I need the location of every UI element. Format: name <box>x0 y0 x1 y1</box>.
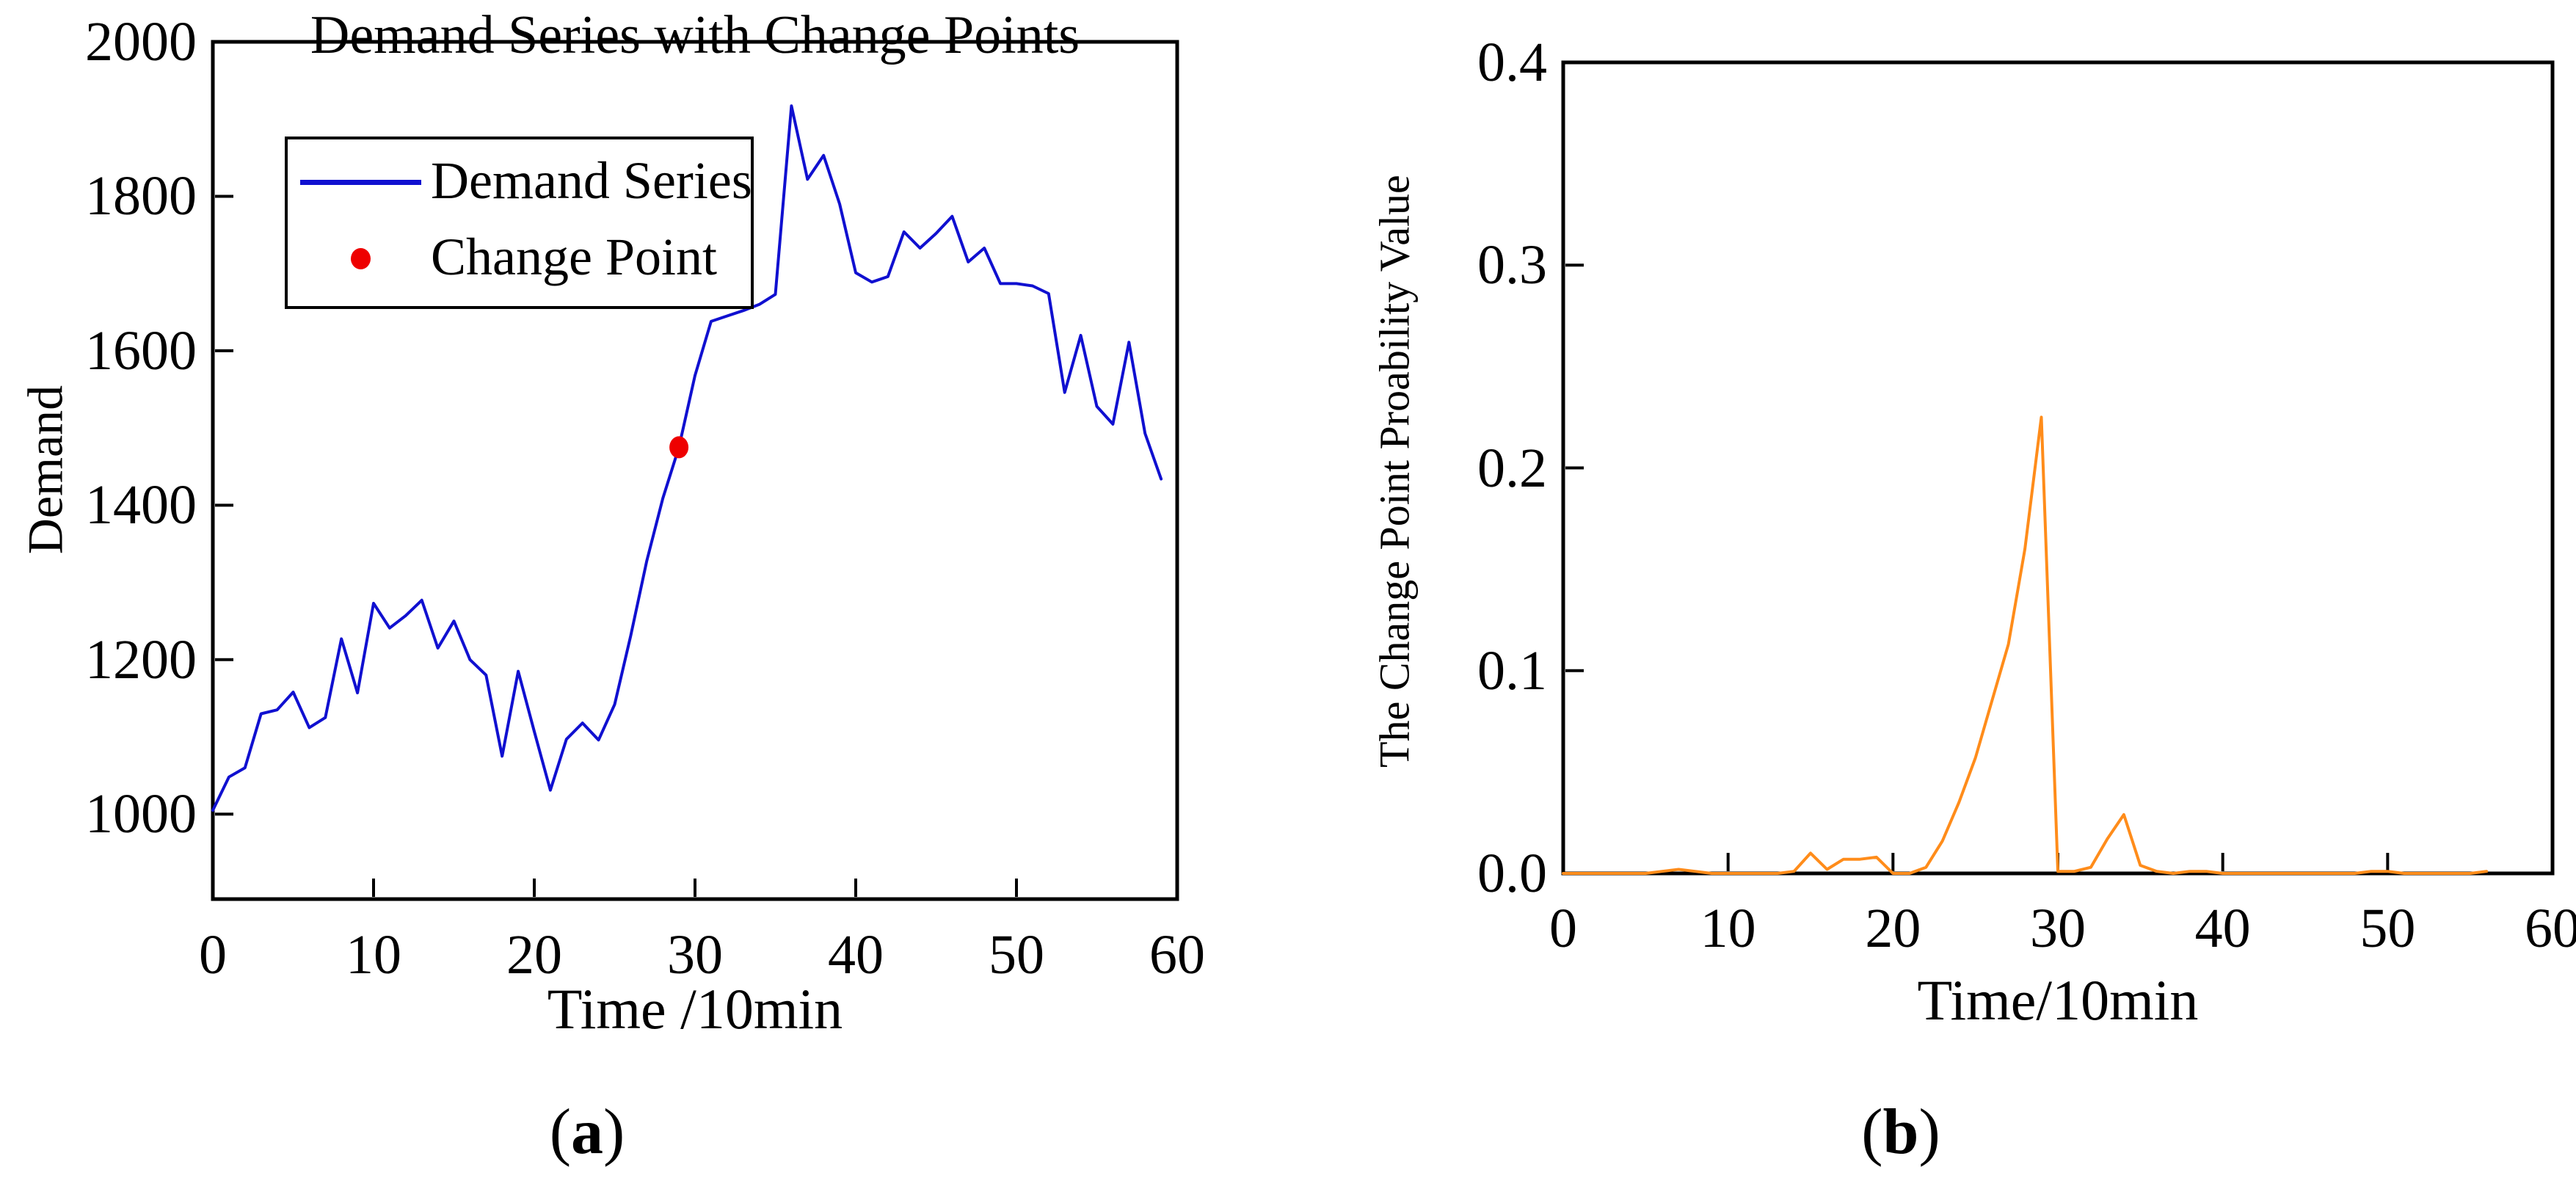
caption-a-letter: a <box>571 1097 603 1168</box>
probability-y-tick-label: 0.0 <box>1477 843 1547 904</box>
demand-x-tick-label: 50 <box>989 924 1044 986</box>
caption-a: (a) <box>550 1095 625 1169</box>
probability-x-tick-label: 50 <box>2359 898 2416 959</box>
demand-y-tick-label: 1400 <box>85 474 197 537</box>
demand-y-tick-label: 1600 <box>85 319 197 382</box>
demand-y-tick-label: 1000 <box>85 783 197 846</box>
demand-y-tick-label: 1800 <box>85 165 197 228</box>
probability-plot-border <box>1561 60 2555 876</box>
demand-y-tick-label: 1200 <box>85 628 197 691</box>
probability-y-tick-label: 0.4 <box>1477 32 1547 93</box>
caption-a-open: ( <box>549 1097 571 1168</box>
probability-x-tick-label: 10 <box>1700 898 1756 959</box>
caption-b-close: ) <box>1918 1097 1940 1168</box>
caption-a-close: ) <box>603 1097 625 1168</box>
caption-b-open: ( <box>1861 1097 1883 1168</box>
probability-y-tick-label: 0.3 <box>1477 234 1547 297</box>
demand-x-tick-label: 0 <box>199 924 227 986</box>
chart-b-x-axis-label: Time/10min <box>1917 968 2199 1032</box>
probability-y-tick-label: 0.1 <box>1477 639 1547 702</box>
legend-line-sample <box>300 180 421 185</box>
caption-b: (b) <box>1861 1095 1940 1169</box>
legend: Demand Series Change Point <box>285 137 754 309</box>
chart-a-title: Demand Series with Change Points <box>310 5 1080 65</box>
chart-a-x-axis-label: Time /10min <box>547 977 843 1041</box>
demand-x-tick-label: 60 <box>1149 924 1205 986</box>
probability-y-tick-label: 0.2 <box>1477 437 1547 499</box>
demand-x-tick-label: 20 <box>506 924 562 986</box>
probability-x-tick-label: 0 <box>1549 898 1577 959</box>
probability-x-tick-label: 60 <box>2525 898 2576 959</box>
legend-dot-sample <box>351 248 371 269</box>
probability-x-tick-label: 20 <box>1865 898 1921 959</box>
probability-x-tick-label: 30 <box>2030 898 2086 959</box>
demand-y-tick-label: 2000 <box>85 11 197 73</box>
legend-label-demand-series: Demand Series <box>431 151 752 210</box>
probability-series-line <box>1562 415 2489 875</box>
probability-x-tick-label: 40 <box>2194 898 2251 959</box>
caption-b-letter: b <box>1882 1097 1919 1168</box>
legend-label-change-point: Change Point <box>431 228 717 286</box>
demand-x-tick-label: 40 <box>828 924 884 986</box>
demand-plot-border <box>211 40 1179 901</box>
demand-x-tick-label: 10 <box>346 924 401 986</box>
change-point-marker <box>669 436 689 459</box>
demand-series-line <box>211 104 1163 812</box>
demand-x-tick-label: 30 <box>667 924 723 986</box>
